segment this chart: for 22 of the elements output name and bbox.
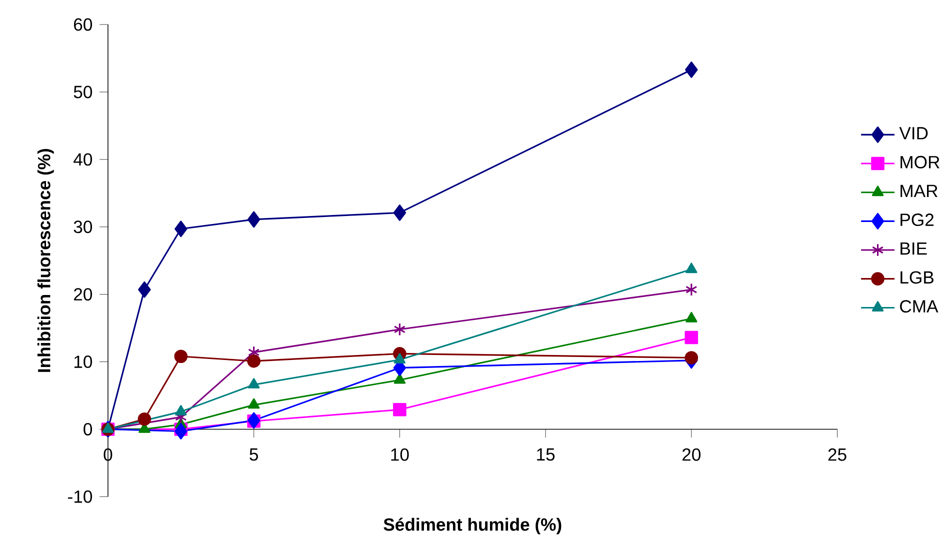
- y-tick-label: -10: [68, 490, 92, 503]
- x-axis-title: Sédiment humide (%): [384, 518, 562, 534]
- y-tick-label: 40: [74, 153, 92, 166]
- x-tick-label: 25: [828, 448, 846, 461]
- x-tick-label: 20: [682, 448, 701, 461]
- y-tick-label: 30: [74, 220, 92, 234]
- legend-label: MAR: [900, 184, 938, 198]
- x-tick-label: 10: [391, 448, 409, 461]
- legend-label: LGB: [900, 271, 934, 284]
- legend-label: CMA: [900, 300, 938, 313]
- y-tick-label: 0: [84, 423, 92, 436]
- x-tick-label: 5: [250, 448, 258, 461]
- legend-label: BIE: [900, 242, 927, 255]
- y-tick-label: 50: [74, 86, 92, 98]
- legend-label: PG2: [900, 214, 934, 226]
- x-tick-label: 15: [537, 448, 555, 461]
- y-tick-label: 10: [74, 356, 92, 368]
- legend-label: MOR: [900, 156, 940, 168]
- y-tick-label: 20: [74, 288, 92, 301]
- y-tick-label: 60: [74, 18, 92, 31]
- y-axis-title: Inhibition fluorescence (%): [37, 149, 54, 372]
- legend-label: VID: [899, 127, 928, 140]
